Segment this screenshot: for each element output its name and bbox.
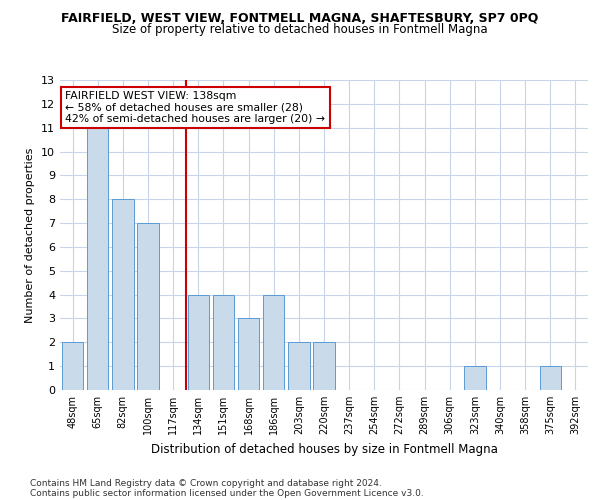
Bar (263, 294, 284, 390)
Bar (87, 128, 109, 390)
Text: Contains HM Land Registry data © Crown copyright and database right 2024.: Contains HM Land Registry data © Crown c… (30, 478, 382, 488)
Text: FAIRFIELD, WEST VIEW, FONTMELL MAGNA, SHAFTESBURY, SP7 0PQ: FAIRFIELD, WEST VIEW, FONTMELL MAGNA, SH… (61, 12, 539, 26)
Bar (288, 342, 310, 390)
Bar (539, 366, 561, 390)
Bar (313, 342, 335, 390)
Bar (62, 342, 83, 390)
Bar (112, 199, 134, 390)
Bar (238, 318, 259, 390)
Text: FAIRFIELD WEST VIEW: 138sqm
← 58% of detached houses are smaller (28)
42% of sem: FAIRFIELD WEST VIEW: 138sqm ← 58% of det… (65, 91, 325, 124)
Bar (213, 294, 234, 390)
Y-axis label: Number of detached properties: Number of detached properties (25, 148, 35, 322)
X-axis label: Distribution of detached houses by size in Fontmell Magna: Distribution of detached houses by size … (151, 442, 497, 456)
Text: Size of property relative to detached houses in Fontmell Magna: Size of property relative to detached ho… (112, 22, 488, 36)
Text: Contains public sector information licensed under the Open Government Licence v3: Contains public sector information licen… (30, 488, 424, 498)
Bar (188, 294, 209, 390)
Bar (137, 223, 158, 390)
Bar (464, 366, 485, 390)
